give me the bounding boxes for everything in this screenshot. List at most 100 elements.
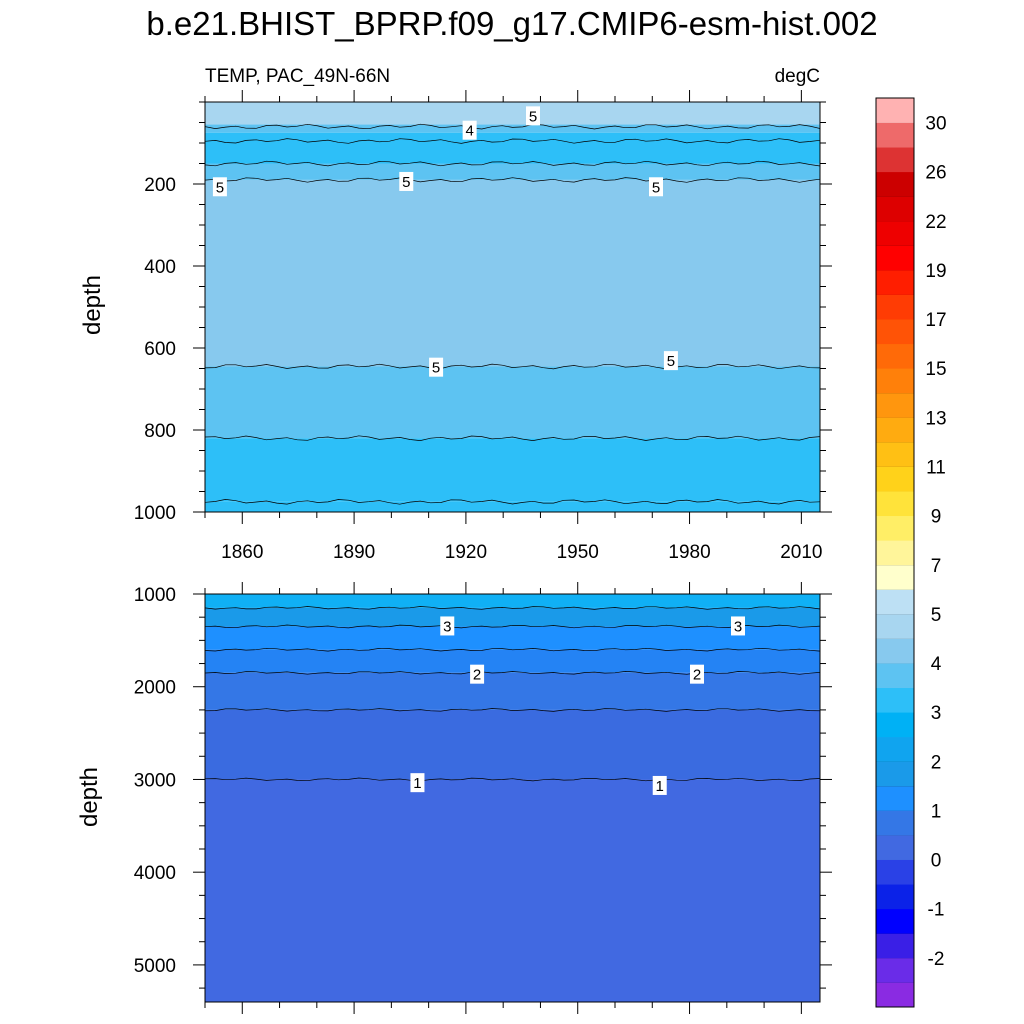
x-tick-label: 2010: [780, 542, 822, 563]
colorbar-segment: [876, 908, 914, 934]
contour-label-bg: [429, 357, 444, 377]
contour-line: [204, 123, 821, 130]
colorbar-label: 26: [925, 163, 946, 184]
colorbar-segment: [876, 712, 914, 738]
colorbar-segment: [876, 933, 914, 959]
colorbar-segment: [876, 982, 914, 1008]
colorbar-segment: [876, 319, 914, 345]
contour-band: [205, 626, 820, 650]
colorbar-segment: [876, 368, 914, 394]
plot-frame: [204, 593, 821, 1003]
contour-line: [204, 160, 821, 167]
contour-label-bg: [440, 616, 455, 636]
y-tick-label: 1000: [134, 503, 176, 524]
contour-line: [204, 606, 821, 610]
colorbar-segment: [876, 515, 914, 541]
contour-label: 5: [216, 179, 224, 196]
colorbar-label: 5: [931, 605, 942, 626]
colorbar-segment: [876, 269, 914, 295]
colorbar-label: 2: [931, 752, 942, 773]
contour-band: [205, 179, 820, 367]
contour-band: [205, 649, 820, 673]
colorbar-label: 4: [931, 654, 942, 675]
y-tick-label: 4000: [134, 863, 176, 884]
contour-line: [204, 777, 821, 782]
contour-label-bg: [663, 351, 678, 371]
contour-label: 3: [734, 618, 742, 635]
y-tick-label: 1000: [134, 585, 176, 606]
contour-line: [204, 708, 821, 712]
colorbar-segment: [876, 589, 914, 615]
colorbar-label: 9: [931, 507, 942, 528]
contour-line: [204, 624, 821, 629]
contour-label: 5: [402, 174, 410, 191]
colorbar-segment: [876, 147, 914, 173]
colorbar-segment: [876, 122, 914, 148]
colorbar-label: 0: [931, 851, 942, 872]
contour-label: 5: [652, 179, 660, 196]
units-label: degC: [775, 66, 820, 87]
contour-label: 2: [693, 667, 701, 684]
contour-label-bg: [526, 106, 540, 126]
colorbar-segment: [876, 466, 914, 492]
contour-label: 3: [443, 618, 451, 635]
y-tick-label: 5000: [134, 956, 176, 977]
colorbar-segment: [876, 220, 914, 246]
colorbar-segment: [876, 491, 914, 517]
contour-label-bg: [462, 120, 477, 140]
contour-line: [204, 435, 821, 441]
colorbar-segment: [876, 196, 914, 222]
contour-band: [205, 366, 820, 439]
contour-band: [205, 501, 820, 512]
colorbar-segment: [876, 294, 914, 320]
left-string: TEMP, PAC_49N-66N: [205, 66, 390, 87]
contour-label-bg: [731, 616, 745, 636]
colorbar-segment: [876, 761, 914, 787]
contour-band: [205, 594, 820, 608]
colorbar-label: 7: [931, 556, 942, 577]
contour-label: 1: [413, 775, 421, 792]
x-tick-label: 1860: [221, 542, 263, 563]
colorbar-label: -2: [928, 949, 945, 970]
contour-line: [204, 647, 821, 652]
top-ylabel: depth: [79, 275, 106, 335]
contour-line: [204, 177, 821, 183]
colorbar-label: 22: [925, 212, 946, 233]
colorbar-segment: [876, 245, 914, 271]
contour-band: [205, 102, 820, 125]
chart-title: b.e21.BHIST_BPRP.f09_g17.CMIP6-esm-hist.…: [146, 5, 877, 42]
contour-band: [205, 709, 820, 780]
colorbar-segment: [876, 859, 914, 885]
colorbar-label: 11: [926, 458, 946, 479]
y-tick-label: 200: [144, 175, 176, 196]
colorbar-label: -1: [928, 900, 945, 921]
colorbar-segment: [876, 98, 914, 123]
contour-label-bg: [399, 171, 414, 191]
x-tick-label: 1980: [668, 542, 710, 563]
contour-band: [205, 132, 820, 164]
colorbar-segment: [876, 884, 914, 910]
x-tick-label: 1950: [557, 542, 599, 563]
colorbar-segment: [876, 392, 914, 418]
colorbar-label: 13: [925, 408, 946, 429]
colorbar-label: 3: [931, 703, 942, 724]
colorbar-label: 19: [925, 261, 946, 282]
y-tick-label: 400: [144, 257, 176, 278]
colorbar-segment: [876, 663, 914, 689]
colorbar-label: 1: [931, 801, 942, 822]
contour-line: [204, 138, 821, 144]
colorbar-segment: [876, 810, 914, 836]
contour-label: 1: [656, 778, 664, 795]
y-tick-label: 600: [144, 339, 176, 360]
x-tick-label: 1920: [445, 542, 487, 563]
colorbar: -2 -1 0 1 2 3 4 5 7 9 11 13 15 17 19 22 26 30: [875, 97, 947, 1008]
contour-label: 5: [432, 360, 440, 377]
contour-label-bg: [410, 773, 425, 793]
colorbar-label: 30: [925, 114, 946, 135]
contour-label-bg: [652, 775, 667, 795]
contour-label: 4: [465, 123, 473, 140]
bottom-panel: 3 3 2 2 1 1 1000 2000 3000 4000 5000: [134, 582, 832, 1014]
colorbar-segment: [876, 785, 914, 811]
colorbar-frame: [875, 97, 915, 1008]
y-tick-label: 3000: [134, 770, 176, 791]
